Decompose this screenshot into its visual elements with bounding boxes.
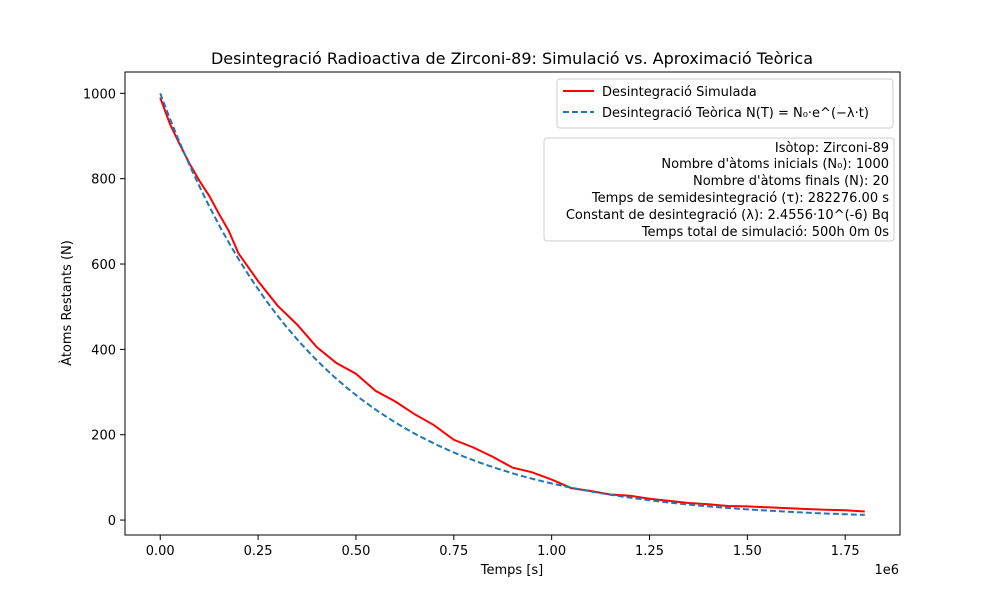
y-axis-label: Àtoms Restants (N) <box>59 240 75 366</box>
series-line-theoretical <box>159 92 865 516</box>
y-tick-label: 1000 <box>83 87 116 102</box>
x-tick-label: 0.25 <box>244 544 273 559</box>
legend-entry-theoretical: Desintegració Teòrica N(T) = N₀·e^(−λ·t) <box>602 106 869 121</box>
legend: Desintegració Simulada Desintegració Teò… <box>556 78 894 129</box>
x-tick-label: 1.75 <box>831 544 860 559</box>
x-axis-label: Temps [s] <box>480 563 543 578</box>
x-tick-label: 1.00 <box>537 544 566 559</box>
x-axis-offset-label: 1e6 <box>874 563 899 578</box>
chart-title: Desintegració Radioactiva de Zirconi-89:… <box>211 49 813 68</box>
y-tick-label: 200 <box>91 429 116 444</box>
x-tick-label: 0.50 <box>341 544 370 559</box>
info-decay-constant: Constant de desintegració (λ): 2.4556·10… <box>566 208 889 223</box>
info-final-atoms: Nombre d'àtoms finals (N): 20 <box>693 174 889 189</box>
info-box-frame <box>543 137 895 242</box>
info-total-time: Temps total de simulació: 500h 0m 0s <box>641 225 889 240</box>
x-tick-label: 1.50 <box>733 544 762 559</box>
legend-frame <box>556 78 894 129</box>
plot-frame <box>124 71 901 536</box>
y-axis: 0 200 400 600 800 1000 <box>83 87 125 529</box>
y-tick-label: 400 <box>91 343 116 358</box>
info-initial-atoms: Nombre d'àtoms inicials (N₀): 1000 <box>661 157 889 172</box>
series-line-simulated <box>159 97 865 513</box>
x-tick-label: 1.25 <box>635 544 664 559</box>
y-tick-label: 0 <box>108 514 116 529</box>
legend-entry-simulated: Desintegració Simulada <box>602 85 757 100</box>
info-half-life: Temps de semidesintegració (τ): 282276.0… <box>591 191 889 206</box>
x-tick-label: 0.75 <box>439 544 468 559</box>
x-axis: 0.00 0.25 0.50 0.75 1.00 1.25 1.50 1.75 <box>146 535 860 559</box>
info-box: Isòtop: Zirconi-89 Nombre d'àtoms inicia… <box>543 137 895 242</box>
info-isotope: Isòtop: Zirconi-89 <box>775 141 889 156</box>
y-tick-label: 600 <box>91 258 116 273</box>
y-tick-label: 800 <box>91 173 116 188</box>
plot-area <box>124 71 901 536</box>
x-tick-label: 0.00 <box>146 544 175 559</box>
